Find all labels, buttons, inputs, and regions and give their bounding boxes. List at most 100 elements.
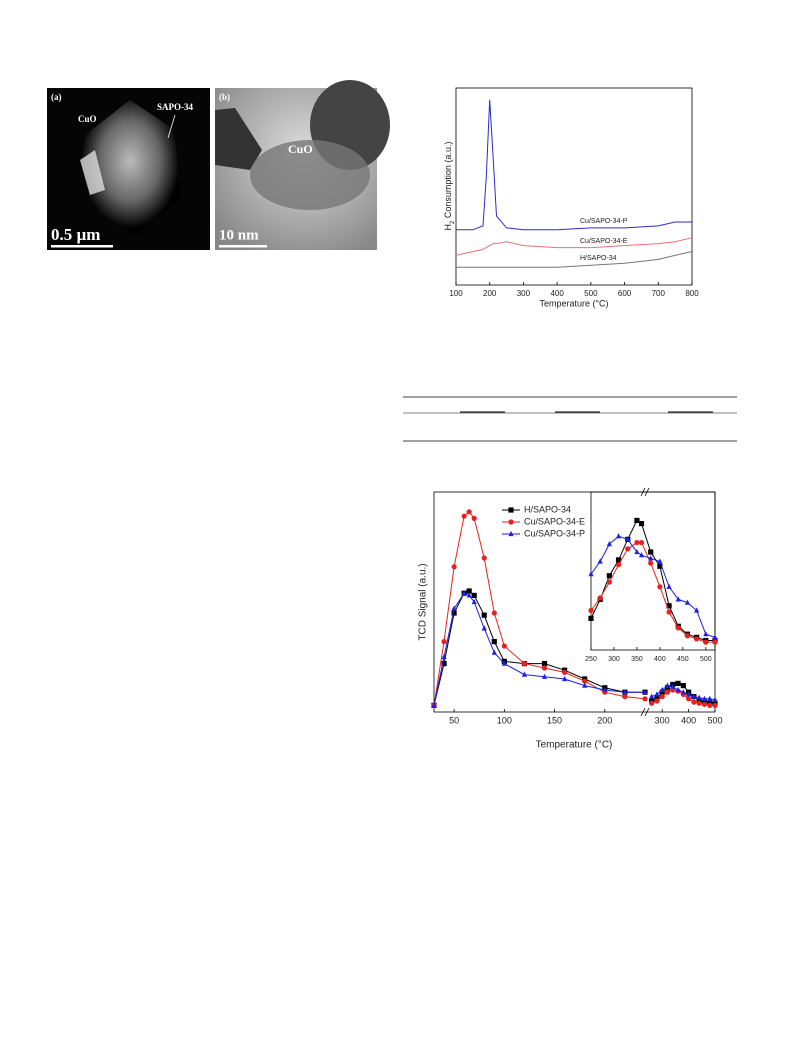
- series-line: [433, 511, 646, 706]
- marker: [582, 678, 588, 684]
- legend-marker: [508, 507, 514, 513]
- label: SAPO-34: [157, 102, 194, 112]
- y-axis-label: H2 Consumption (a.u.): [443, 142, 455, 231]
- marker: [491, 610, 497, 616]
- legend-label: Cu/SAPO-34-E: [524, 516, 585, 526]
- marker: [588, 615, 594, 621]
- marker: [541, 665, 548, 671]
- x-tick-label: 500: [584, 289, 598, 298]
- plot-frame: [590, 491, 716, 651]
- marker: [521, 661, 528, 667]
- marker: [481, 555, 487, 561]
- series-line: [456, 99, 692, 231]
- marker: [606, 579, 612, 585]
- marker: [562, 675, 568, 682]
- marker: [684, 633, 691, 639]
- marker: [675, 686, 681, 693]
- marker: [691, 693, 697, 699]
- marker: [649, 693, 655, 699]
- x-tick-label: 500: [707, 715, 722, 725]
- marker: [657, 558, 663, 564]
- marker: [602, 686, 608, 693]
- marker: [634, 517, 640, 524]
- marker: [622, 694, 628, 700]
- x-tick-label: 600: [618, 289, 632, 298]
- marker: [707, 702, 713, 709]
- marker: [615, 562, 622, 568]
- marker: [501, 660, 507, 666]
- x-tick-label: 450: [677, 656, 689, 663]
- legend-marker: [508, 530, 514, 537]
- marker: [606, 541, 612, 547]
- marker: [657, 563, 663, 569]
- marker: [657, 584, 663, 590]
- marker: [461, 590, 467, 596]
- panel-label: (b): [219, 92, 230, 102]
- marker: [615, 533, 622, 539]
- marker: [481, 625, 487, 631]
- marker: [707, 695, 713, 701]
- x-axis-label: Temperature (°C): [536, 740, 613, 751]
- marker: [638, 521, 645, 527]
- marker: [451, 564, 457, 570]
- micrograph-b: (b) CuO 10 nm: [215, 80, 390, 250]
- x-tick-label: 700: [652, 289, 666, 298]
- marker: [491, 639, 497, 645]
- marker: [712, 639, 718, 645]
- marker: [501, 643, 507, 649]
- marker: [684, 599, 691, 605]
- marker: [491, 649, 497, 655]
- x-tick-label: 400: [550, 289, 564, 298]
- plot-frame: [455, 87, 693, 286]
- marker: [654, 691, 660, 697]
- marker: [466, 509, 472, 515]
- marker: [466, 588, 472, 594]
- marker: [701, 701, 708, 707]
- marker: [648, 549, 654, 555]
- marker: [441, 661, 447, 667]
- marker: [541, 661, 548, 667]
- x-tick-label: 400: [681, 715, 696, 725]
- marker: [451, 605, 457, 611]
- marker: [675, 596, 681, 602]
- label: CuO: [78, 114, 97, 124]
- marker: [582, 682, 588, 688]
- x-tick-label: 500: [700, 656, 712, 663]
- marker: [441, 639, 447, 645]
- marker: [680, 683, 686, 689]
- marker: [691, 699, 697, 705]
- marker: [634, 548, 640, 555]
- marker: [675, 680, 681, 686]
- scale-label: 0.5 µm: [51, 225, 100, 244]
- marker: [670, 683, 676, 689]
- marker: [431, 702, 437, 708]
- x-tick-label: 200: [483, 289, 497, 298]
- marker: [648, 560, 654, 566]
- marker: [471, 592, 477, 598]
- marker: [625, 546, 631, 552]
- marker: [649, 700, 655, 706]
- marker: [481, 612, 487, 618]
- marker: [642, 689, 648, 695]
- marker: [541, 673, 548, 679]
- legend-label: Cu/SAPO-34-P: [524, 528, 585, 538]
- x-tick-label: 200: [597, 715, 612, 725]
- x-tick-label: 300: [608, 656, 620, 663]
- marker: [712, 634, 718, 640]
- marker: [675, 625, 681, 631]
- x-tick-label: 350: [631, 656, 643, 663]
- x-tick-label: 300: [655, 715, 670, 725]
- marker: [664, 685, 671, 691]
- scale-label: 10 nm: [219, 227, 259, 243]
- marker: [694, 607, 700, 613]
- marker: [701, 695, 708, 701]
- panel-label: (a): [51, 92, 62, 102]
- x-axis-label: Temperature (°C): [539, 298, 608, 308]
- x-tick-label: 150: [547, 715, 562, 725]
- marker: [696, 694, 702, 700]
- marker: [638, 539, 645, 546]
- marker: [622, 689, 628, 695]
- marker: [638, 552, 645, 558]
- marker: [597, 558, 603, 564]
